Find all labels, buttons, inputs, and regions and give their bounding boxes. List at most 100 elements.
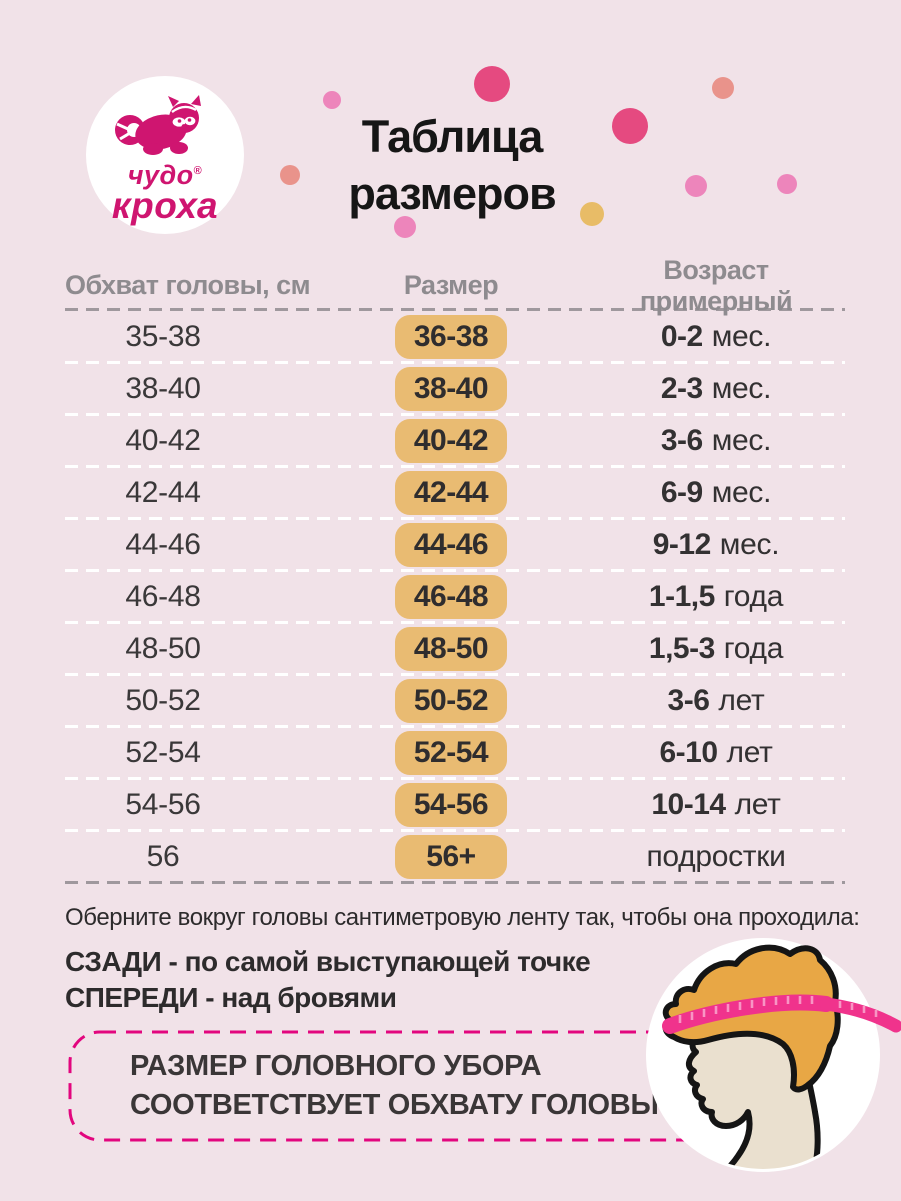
- decor-dot: [474, 66, 510, 102]
- header-separator: [65, 308, 845, 311]
- head-circumference-cell: 46-48: [125, 580, 201, 613]
- head-circumference-cell: 42-44: [125, 476, 201, 509]
- size-cell: 46-48: [315, 575, 587, 619]
- size-cell: 50-52: [315, 679, 587, 723]
- measuring-tape-tail: [819, 997, 901, 1033]
- head-circumference-cell: 52-54: [125, 736, 201, 769]
- measure-front-instruction: СПЕРЕДИ - над бровями: [65, 982, 397, 1013]
- table-row: 52-54 52-54 6-10 лет: [65, 727, 845, 780]
- size-cell: 48-50: [315, 627, 587, 671]
- head-circumference-cell: 50-52: [125, 684, 201, 717]
- col-header-age: Возраст примерный: [639, 254, 793, 316]
- decor-dot: [777, 174, 797, 194]
- age-cell: подростки: [587, 840, 845, 874]
- page-title-line-2: размеров: [348, 168, 556, 219]
- size-cell: 38-40: [315, 367, 587, 411]
- age-cell: 0-2 мес.: [587, 320, 845, 354]
- age-range: 0-2: [660, 320, 703, 353]
- registered-mark: ®: [193, 165, 203, 177]
- age-unit: мес.: [711, 476, 772, 509]
- dashed-border: [68, 1030, 838, 1142]
- size-badge: 36-38: [395, 315, 507, 359]
- measure-instruction-intro: Оберните вокруг головы сантиметровую лен…: [65, 904, 860, 931]
- table-row: 40-42 40-42 3-6 мес.: [65, 415, 845, 468]
- head-circumference-cell: 38-40: [125, 372, 201, 405]
- brand-logo: чудо® кроха: [86, 76, 244, 234]
- age-cell: 9-12 мес.: [587, 528, 845, 562]
- col-header-head-circumference: Обхват головы, см: [65, 270, 311, 300]
- hair: [662, 944, 841, 1093]
- tape-tick-marks: [678, 996, 878, 1023]
- table-row: 42-44 42-44 6-9 мес.: [65, 467, 845, 520]
- size-badge: 56+: [395, 835, 507, 879]
- head-measurement-illustration: [646, 938, 901, 1172]
- age-unit: мес.: [711, 424, 772, 457]
- size-cell: 36-38: [315, 315, 587, 359]
- age-range: 3-6: [660, 424, 703, 457]
- age-cell: 1-1,5 года: [587, 580, 845, 614]
- age-unit: мес.: [711, 372, 772, 405]
- age-range: 1,5-3: [648, 632, 715, 665]
- raccoon-logo-icon: [115, 95, 201, 155]
- size-badge: 46-48: [395, 575, 507, 619]
- age-range: 10-14: [651, 788, 726, 821]
- head-circumference-cell: 48-50: [125, 632, 201, 665]
- size-badge: 50-52: [395, 679, 507, 723]
- table-header-row: Обхват головы, см Размер Возраст примерн…: [65, 255, 845, 316]
- size-cell: 52-54: [315, 731, 587, 775]
- age-unit: года: [723, 580, 784, 613]
- age-cell: 2-3 мес.: [587, 372, 845, 406]
- note-text-line-1: РАЗМЕР ГОЛОВНОГО УБОРА: [130, 1050, 542, 1082]
- brand-word-1: чудо®: [127, 158, 203, 190]
- head-circumference-cell: 56: [146, 840, 180, 873]
- age-unit: лет: [726, 736, 773, 769]
- age-unit: мес.: [711, 320, 772, 353]
- size-badge: 44-46: [395, 523, 507, 567]
- decor-dot: [685, 175, 707, 197]
- age-range: 1-1,5: [648, 580, 715, 613]
- measuring-instructions: Оберните вокруг головы сантиметровую лен…: [65, 903, 885, 1014]
- table-row: 35-38 36-38 0-2 мес.: [65, 311, 845, 364]
- size-note-box: РАЗМЕР ГОЛОВНОГО УБОРА СООТВЕТСТВУЕТ ОБХ…: [68, 1030, 838, 1142]
- measure-back-instruction: СЗАДИ - по самой выступающей точке: [65, 946, 591, 977]
- age-unit: лет: [734, 788, 781, 821]
- measuring-tape: [662, 994, 834, 1034]
- note-text: РАЗМЕР ГОЛОВНОГО УБОРА СООТВЕТСТВУЕТ ОБХ…: [130, 1047, 659, 1125]
- size-badge: 38-40: [395, 367, 507, 411]
- size-cell: 44-46: [315, 523, 587, 567]
- size-badge: 40-42: [395, 419, 507, 463]
- table-row: 48-50 48-50 1,5-3 года: [65, 623, 845, 676]
- age-range: 2-3: [660, 372, 703, 405]
- size-badge: 54-56: [395, 783, 507, 827]
- size-badge: 52-54: [395, 731, 507, 775]
- age-unit: лет: [718, 684, 765, 717]
- age-cell: 10-14 лет: [587, 788, 845, 822]
- brand-word-2: кроха: [111, 185, 219, 226]
- table-row: 50-52 50-52 3-6 лет: [65, 675, 845, 728]
- size-badge: 42-44: [395, 471, 507, 515]
- decor-dot: [712, 77, 734, 99]
- age-unit: подростки: [646, 840, 786, 873]
- age-cell: 3-6 лет: [587, 684, 845, 718]
- col-header-size: Размер: [403, 270, 499, 300]
- table-body: 35-38 36-38 0-2 мес. 38-40 38-40: [65, 311, 845, 884]
- size-cell: 42-44: [315, 471, 587, 515]
- size-cell: 54-56: [315, 783, 587, 827]
- age-cell: 6-10 лет: [587, 736, 845, 770]
- age-range: 3-6: [667, 684, 710, 717]
- size-cell: 56+: [315, 835, 587, 879]
- head-circumference-cell: 40-42: [125, 424, 201, 457]
- head-circumference-cell: 35-38: [125, 320, 201, 353]
- age-unit: года: [723, 632, 784, 665]
- decor-dot: [323, 91, 341, 109]
- head-circumference-cell: 44-46: [125, 528, 201, 561]
- size-badge: 48-50: [395, 627, 507, 671]
- table-row: 54-56 54-56 10-14 лет: [65, 779, 845, 832]
- age-cell: 3-6 мес.: [587, 424, 845, 458]
- table-row: 46-48 46-48 1-1,5 года: [65, 571, 845, 624]
- brand-word-1-text: чудо: [127, 160, 194, 190]
- size-table: Обхват головы, см Размер Возраст примерн…: [65, 255, 845, 884]
- table-row: 56 56+ подростки: [65, 831, 845, 884]
- page-title-line-1: Таблица: [361, 111, 544, 162]
